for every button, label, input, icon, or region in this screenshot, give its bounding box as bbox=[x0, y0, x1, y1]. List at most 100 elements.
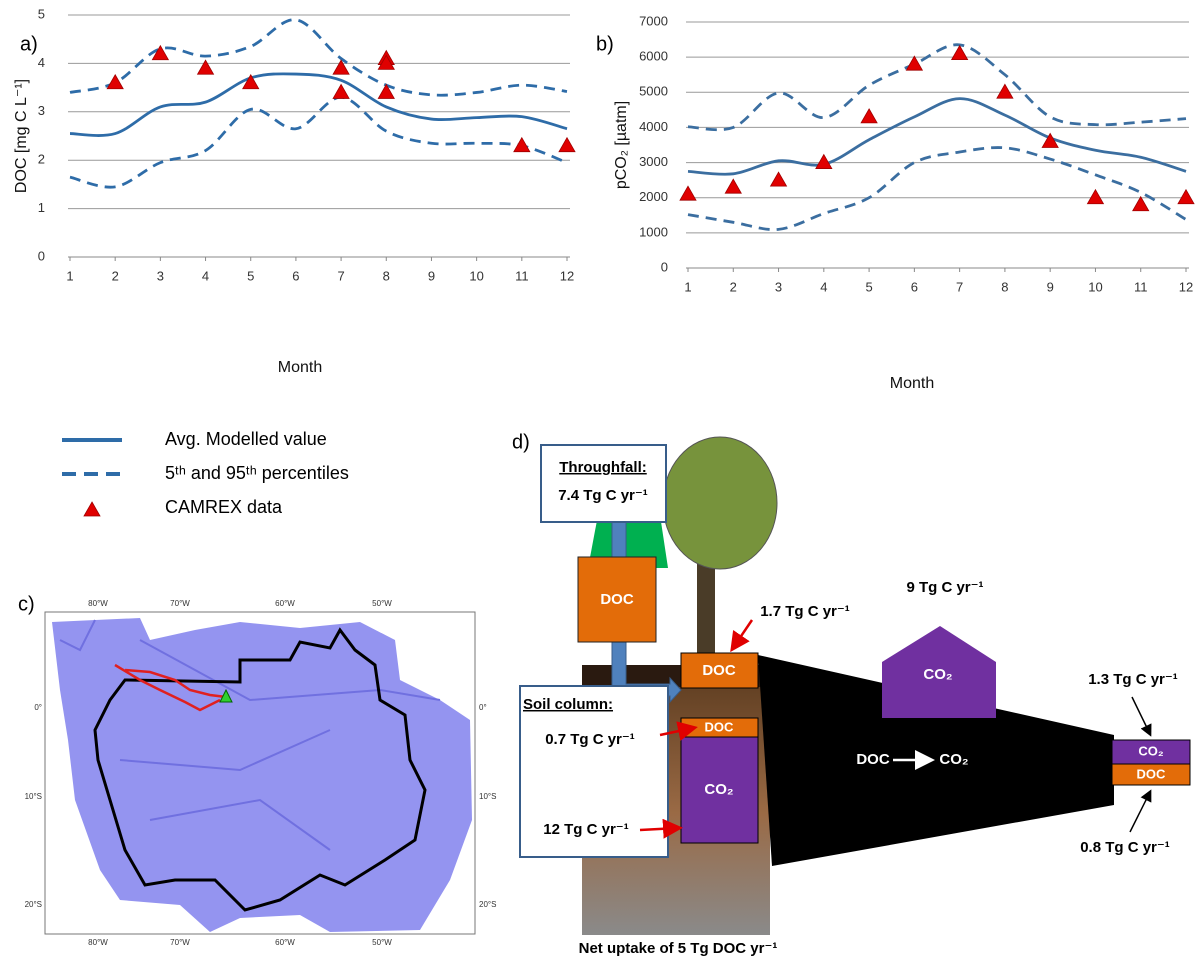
export-doc: DOC bbox=[1137, 766, 1167, 781]
net-uptake: Net uptake of 5 Tg DOC yr⁻¹ bbox=[579, 940, 778, 957]
lon-label: 60°W bbox=[275, 938, 295, 947]
x-tick-label: 8 bbox=[1001, 279, 1008, 294]
lat-label: 0° bbox=[34, 703, 42, 712]
y-tick-label: 3000 bbox=[639, 154, 668, 169]
y-tick-label: 1 bbox=[38, 200, 45, 215]
throughfall-title: Throughfall: bbox=[559, 459, 646, 476]
y-tick-label: 1000 bbox=[639, 224, 668, 239]
x-tick-label: 4 bbox=[820, 279, 827, 294]
data-point bbox=[725, 179, 741, 193]
evasion-flux: 9 Tg C yr⁻¹ bbox=[906, 579, 983, 596]
export-co2: CO₂ bbox=[1138, 743, 1164, 758]
y-tick-label: 0 bbox=[38, 248, 45, 263]
y-tick-label: 4000 bbox=[639, 119, 668, 134]
y-tick-label: 3 bbox=[38, 103, 45, 118]
export-doc-flux: 0.8 Tg C yr⁻¹ bbox=[1080, 839, 1170, 856]
y-axis-title: DOC [mg C L⁻¹] bbox=[13, 79, 30, 193]
y-tick-label: 4 bbox=[38, 55, 45, 70]
x-tick-label: 4 bbox=[202, 268, 209, 283]
x-tick-label: 10 bbox=[1088, 279, 1102, 294]
data-point bbox=[107, 75, 123, 89]
tree-crown bbox=[663, 437, 777, 569]
lon-label: 50°W bbox=[372, 599, 392, 608]
lon-label: 60°W bbox=[275, 599, 295, 608]
line-series bbox=[70, 20, 567, 96]
export-co2-flux: 1.3 Tg C yr⁻¹ bbox=[1088, 671, 1178, 688]
x-tick-label: 5 bbox=[865, 279, 872, 294]
charts: a)012345123456789101112MonthDOC [mg C L⁻… bbox=[13, 6, 1194, 392]
lon-label: 70°W bbox=[170, 599, 190, 608]
legend-label: 5ᵗʰ and 95ᵗʰ percentiles bbox=[165, 463, 349, 483]
data-point bbox=[906, 56, 922, 70]
data-point bbox=[680, 186, 696, 200]
lon-label: 80°W bbox=[88, 599, 108, 608]
x-tick-label: 7 bbox=[337, 268, 344, 283]
x-tick-label: 5 bbox=[247, 268, 254, 283]
surface-doc: DOC bbox=[702, 662, 736, 679]
x-tick-label: 12 bbox=[1179, 279, 1193, 294]
y-tick-label: 2000 bbox=[639, 189, 668, 204]
y-tick-label: 5000 bbox=[639, 84, 668, 99]
throughfall-flux: 7.4 Tg C yr⁻¹ bbox=[558, 487, 648, 504]
data-point bbox=[1087, 190, 1103, 204]
x-tick-label: 11 bbox=[515, 268, 529, 283]
x-axis-title: Month bbox=[890, 375, 934, 392]
line-series bbox=[70, 97, 567, 187]
legend: Avg. Modelled value5ᵗʰ and 95ᵗʰ percenti… bbox=[62, 429, 349, 517]
data-point bbox=[771, 172, 787, 186]
arrow bbox=[733, 620, 752, 648]
y-tick-label: 2 bbox=[38, 152, 45, 167]
soil-doc-flux: 0.7 Tg C yr⁻¹ bbox=[545, 731, 635, 748]
soil-co2: CO₂ bbox=[704, 781, 733, 798]
x-tick-label: 3 bbox=[775, 279, 782, 294]
lon-label: 80°W bbox=[88, 938, 108, 947]
panel-label: b) bbox=[596, 33, 614, 55]
data-point bbox=[997, 84, 1013, 98]
line-series bbox=[688, 148, 1186, 230]
y-tick-label: 0 bbox=[661, 259, 668, 274]
x-tick-label: 2 bbox=[112, 268, 119, 283]
x-tick-label: 8 bbox=[383, 268, 390, 283]
panel-label: c) bbox=[18, 593, 35, 615]
legend-marker bbox=[84, 502, 100, 516]
x-axis-title: Month bbox=[278, 359, 322, 376]
figure: a)012345123456789101112MonthDOC [mg C L⁻… bbox=[0, 0, 1200, 960]
x-tick-label: 1 bbox=[66, 268, 73, 283]
throughfall-box bbox=[541, 445, 666, 522]
x-tick-label: 6 bbox=[911, 279, 918, 294]
data-point bbox=[952, 46, 968, 60]
x-tick-label: 10 bbox=[469, 268, 483, 283]
river-from: DOC bbox=[856, 751, 890, 768]
tree-trunk bbox=[697, 555, 715, 665]
diagram-panel: d) Throughfall: 7.4 Tg C yr⁻¹ DOC 1.7 Tg… bbox=[512, 431, 1190, 957]
map-panel: c) 80°W80°W70°W70°W60°W60°W50°W50°W0°0°1… bbox=[18, 593, 496, 947]
soil-co2-flux: 12 Tg C yr⁻¹ bbox=[543, 821, 628, 838]
lat-label: 10°S bbox=[479, 792, 496, 801]
arrow bbox=[1132, 697, 1150, 734]
panel-label: a) bbox=[20, 33, 38, 55]
lat-label: 20°S bbox=[25, 900, 42, 909]
data-point bbox=[861, 109, 877, 123]
arrow bbox=[1130, 792, 1150, 832]
panel-label: d) bbox=[512, 431, 530, 453]
lat-label: 0° bbox=[479, 703, 487, 712]
legend-label: CAMREX data bbox=[165, 497, 283, 517]
soil-doc: DOC bbox=[705, 719, 735, 734]
data-point bbox=[514, 138, 530, 152]
soil-title: Soil column: bbox=[523, 696, 613, 713]
y-tick-label: 7000 bbox=[639, 13, 668, 28]
data-point bbox=[198, 60, 214, 74]
x-tick-label: 6 bbox=[292, 268, 299, 283]
data-point bbox=[1133, 197, 1149, 211]
x-tick-label: 9 bbox=[428, 268, 435, 283]
y-axis-title: pCO₂ [µatm] bbox=[613, 101, 630, 189]
line-series bbox=[70, 74, 567, 136]
x-tick-label: 3 bbox=[157, 268, 164, 283]
y-tick-label: 6000 bbox=[639, 49, 668, 64]
x-tick-label: 7 bbox=[956, 279, 963, 294]
litter-flux: 1.7 Tg C yr⁻¹ bbox=[760, 603, 850, 620]
data-point bbox=[559, 138, 575, 152]
x-tick-label: 9 bbox=[1047, 279, 1054, 294]
lon-label: 50°W bbox=[372, 938, 392, 947]
